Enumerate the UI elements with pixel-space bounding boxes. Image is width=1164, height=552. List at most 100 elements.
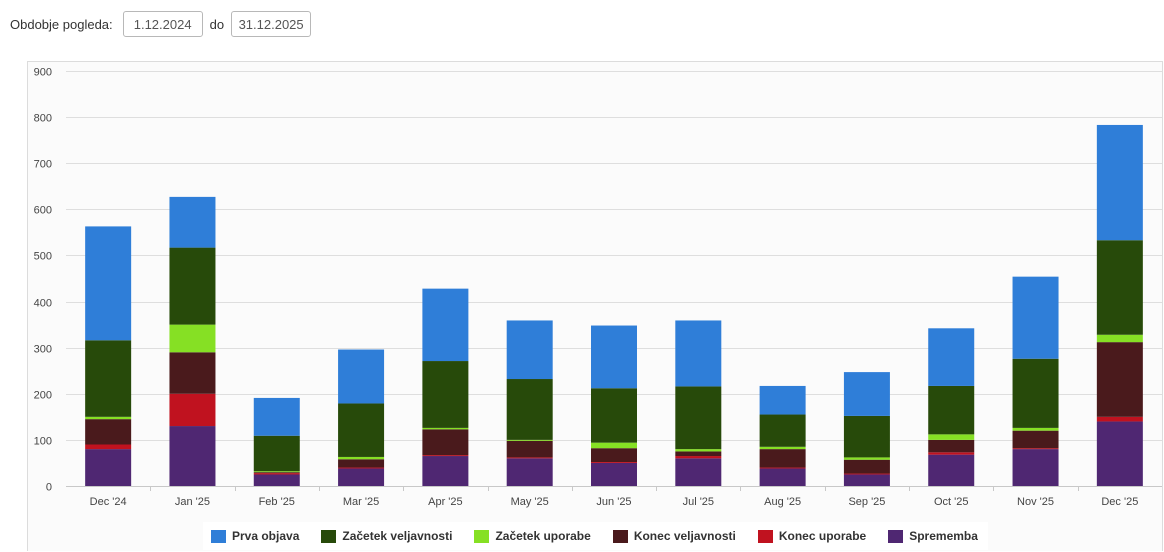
bar-segment[interactable] [843,372,890,416]
x-tick-label: Aug '25 [764,496,801,508]
bar-segment[interactable] [591,325,637,389]
legend-swatch [474,529,490,543]
bar-segment[interactable] [675,449,722,452]
bar-segment[interactable] [253,474,300,486]
legend-item[interactable]: Začetek veljavnosti [321,529,452,543]
bar-segment[interactable] [85,340,132,417]
bar-segment[interactable] [759,385,806,415]
bar-segment[interactable] [422,288,469,362]
bar-segment[interactable] [85,226,132,341]
bar-segment[interactable] [591,462,637,486]
chart-container: 0 100 200 300 400 500 600 700 800 900 Dec '24 Jan '… [27,61,1163,551]
bar-segment[interactable] [759,467,806,469]
bar-segment[interactable] [422,427,469,430]
date-from-input[interactable] [122,11,203,37]
bar-segment[interactable] [1096,334,1143,343]
bar-segment[interactable] [759,449,806,468]
y-tick-label: 600 [34,205,52,217]
bar-segment[interactable] [928,454,975,486]
bar-segment[interactable] [253,435,300,472]
bar-segment[interactable] [506,457,553,459]
legend-swatch [211,529,226,543]
bar-segment[interactable] [675,451,722,457]
bar-segment[interactable] [759,468,806,486]
bar-segment[interactable] [253,397,300,436]
bar-segment[interactable] [675,458,722,486]
bar-segment[interactable] [675,386,722,450]
bar-segment[interactable] [506,458,553,486]
bar-segment[interactable] [759,414,806,447]
bar-segment[interactable] [253,473,300,475]
bar-segment[interactable] [843,473,890,475]
bar-segment[interactable] [338,456,385,460]
legend-item[interactable]: Konec veljavnosti [612,529,736,543]
bar-segment[interactable] [338,468,385,486]
bar-segment[interactable] [928,434,975,440]
bar-segment[interactable] [1096,416,1143,422]
bar-segment[interactable] [591,462,637,463]
bar-segment[interactable] [843,457,890,460]
bar-segment[interactable] [1096,124,1143,241]
bar-segment[interactable] [422,456,469,486]
bar-segment[interactable] [506,440,553,458]
bar-segment[interactable] [591,448,637,463]
bar-segment[interactable] [928,439,975,453]
x-tick-label: Dec '24 [90,496,127,508]
legend-label: Prva objava [232,529,300,543]
bar-segment[interactable] [1096,240,1143,335]
date-to-input[interactable] [231,11,312,37]
bar-segment[interactable] [169,324,216,353]
bar-segment[interactable] [169,352,216,394]
bar-segment[interactable] [85,416,132,420]
bar-segment[interactable] [1096,421,1143,486]
bar-segment[interactable] [843,474,890,486]
bar-segment[interactable] [422,429,469,456]
legend-swatch [612,529,628,543]
bar-segment[interactable] [253,471,300,473]
bar-segment[interactable] [338,403,385,457]
legend-item[interactable]: Prva objava [211,529,299,543]
bar-segment[interactable] [759,446,806,450]
bar-segment[interactable] [843,415,890,458]
bar-segment[interactable] [1012,430,1059,449]
y-tick-label: 900 [34,67,52,79]
bar-segment[interactable] [169,196,216,248]
bar-segment[interactable] [422,455,469,457]
bar-segment[interactable] [169,426,216,486]
bar-segment[interactable] [591,388,637,443]
bar-segment[interactable] [85,449,132,486]
bar-segment[interactable] [338,349,385,404]
bar-segment[interactable] [591,442,637,449]
bar-segment[interactable] [506,320,553,380]
bar-segment[interactable] [1012,448,1059,450]
bar-segment[interactable] [85,444,132,450]
bar-segment[interactable] [928,328,975,386]
legend-item[interactable]: Sprememba [888,529,978,543]
legend-item[interactable]: Konec uporabe [757,529,866,543]
legend-item[interactable]: Začetek uporabe [474,529,591,543]
bar-segment[interactable] [338,467,385,469]
bar-segment[interactable] [1012,427,1059,431]
bar-segment[interactable] [506,439,553,441]
bar-segment[interactable] [253,472,300,474]
x-tick-label: Feb '25 [259,496,295,508]
legend-label: Začetek uporabe [495,529,591,543]
bar-segment[interactable] [169,247,216,325]
bar-segment[interactable] [1012,449,1059,486]
y-tick-label: 200 [34,390,52,402]
bar-segment[interactable] [1012,358,1059,428]
x-tick-label: Jul '25 [683,496,714,508]
bar-segment[interactable] [928,452,975,455]
bar-segment[interactable] [675,456,722,459]
y-tick-label: 300 [34,344,52,356]
bar-segment[interactable] [169,393,216,427]
bar-segment[interactable] [928,385,975,435]
bar-segment[interactable] [1096,342,1143,417]
bar-segment[interactable] [85,419,132,445]
bar-segment[interactable] [422,361,469,428]
bar-segment[interactable] [506,379,553,440]
bar-segment[interactable] [1012,276,1059,359]
bar-segment[interactable] [675,320,722,387]
bar-segment[interactable] [843,459,890,474]
bar-segment[interactable] [338,459,385,468]
